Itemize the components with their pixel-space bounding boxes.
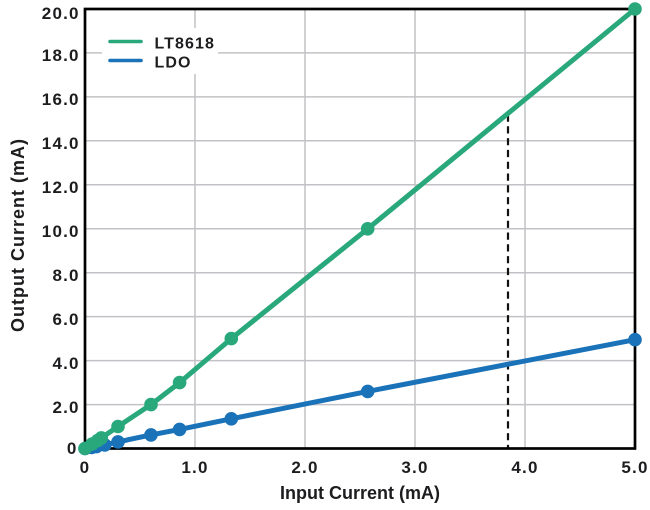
- svg-text:0: 0: [80, 458, 91, 477]
- svg-text:0: 0: [67, 439, 76, 458]
- svg-text:5.0: 5.0: [621, 458, 648, 477]
- svg-text:6.0: 6.0: [52, 310, 79, 329]
- svg-text:4.0: 4.0: [511, 458, 538, 477]
- svg-text:12.0: 12.0: [42, 178, 80, 197]
- svg-text:LDO: LDO: [155, 54, 192, 71]
- svg-text:8.0: 8.0: [52, 266, 79, 285]
- svg-text:Input Current (mA): Input Current (mA): [280, 483, 440, 503]
- svg-text:2.0: 2.0: [291, 458, 318, 477]
- svg-text:LT8618: LT8618: [155, 36, 216, 53]
- svg-text:Output Current (mA): Output Current (mA): [8, 138, 28, 332]
- svg-text:1.0: 1.0: [181, 458, 208, 477]
- svg-text:2.0: 2.0: [52, 398, 79, 417]
- svg-text:14.0: 14.0: [42, 134, 80, 153]
- svg-text:3.0: 3.0: [401, 458, 428, 477]
- svg-text:20.0: 20.0: [42, 4, 80, 23]
- svg-text:10.0: 10.0: [42, 222, 80, 241]
- svg-text:18.0: 18.0: [42, 46, 80, 65]
- svg-text:4.0: 4.0: [52, 354, 79, 373]
- svg-text:16.0: 16.0: [42, 90, 80, 109]
